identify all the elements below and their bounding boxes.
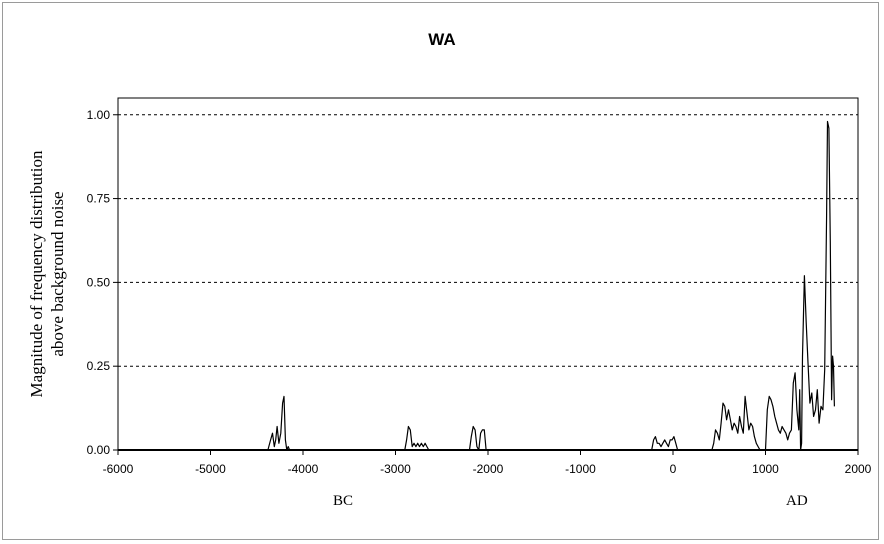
x-tick-label-3: -3000 <box>380 462 411 476</box>
x-tick-label-0: -6000 <box>103 462 134 476</box>
x-tick-label-7: 1000 <box>752 462 779 476</box>
x-tick-label-4: -2000 <box>473 462 504 476</box>
x-tick-label-2: -4000 <box>288 462 319 476</box>
chart-title: WA <box>428 30 456 49</box>
series-line-0 <box>118 120 835 451</box>
x-tick-label-8: 2000 <box>845 462 872 476</box>
era-label-ad: AD <box>786 493 808 509</box>
y-tick-label-2: 0.50 <box>87 275 111 289</box>
x-tick-label-5: -1000 <box>565 462 596 476</box>
y-tick-label-3: 0.75 <box>87 192 111 206</box>
era-label-bc: BC <box>333 493 354 509</box>
y-tick-label-1: 0.25 <box>87 359 111 373</box>
x-tick-label-1: -5000 <box>195 462 226 476</box>
plot-border <box>117 97 859 451</box>
y-tick-label-4: 1.00 <box>87 108 111 122</box>
y-tick-label-0: 0.00 <box>87 443 111 457</box>
x-tick-label-6: 0 <box>670 462 677 476</box>
